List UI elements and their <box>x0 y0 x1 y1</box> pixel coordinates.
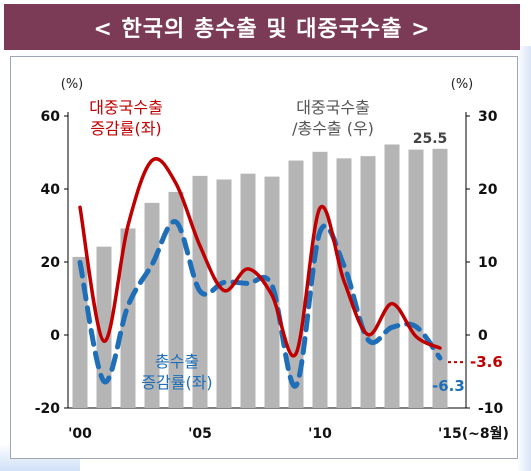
left-tick-label: 20 <box>41 255 61 271</box>
x-tick-label: '05 <box>188 426 212 442</box>
right-axis-unit: (%) <box>451 77 474 92</box>
left-axis-unit: (%) <box>61 77 84 92</box>
right-tick-label: 30 <box>478 109 498 125</box>
x-tick-label: '10 <box>308 426 332 442</box>
bar-2002 <box>120 228 136 408</box>
x-tick-label: '15(~8월) <box>438 425 509 442</box>
x-tick-label: '00 <box>68 426 92 442</box>
right-tick-label: 20 <box>478 182 498 198</box>
side-gradient <box>517 46 531 471</box>
bar-2000 <box>72 256 88 408</box>
bar-2007 <box>240 173 256 408</box>
left-tick-label: -20 <box>35 401 61 417</box>
total-export-end-label: -6.3 <box>432 377 465 395</box>
chart-title: < 한국의 총수출 및 대중국수출 > <box>93 17 431 42</box>
left-tick-label: 60 <box>41 109 61 125</box>
bar-2012 <box>360 156 376 408</box>
left-tick-label: 40 <box>41 182 61 198</box>
left-tick-label: 0 <box>50 328 60 344</box>
bar-2015 <box>432 148 448 408</box>
share-bar-series-label: 대중국수출/총수출 (우) <box>292 98 374 138</box>
right-tick-label: 0 <box>478 328 488 344</box>
bar-2006 <box>216 179 232 408</box>
china-export-end-label: -3.6 <box>470 353 503 371</box>
right-tick-label: -10 <box>478 401 504 417</box>
bar-2010 <box>312 151 328 408</box>
bar-2013 <box>384 144 400 408</box>
bar-2014 <box>408 149 424 408</box>
right-tick-label: 10 <box>478 255 498 271</box>
total-export-series-label: 총수출 증감률(좌) <box>141 352 212 392</box>
bar-end-label: 25.5 <box>413 131 448 147</box>
series-line-china-export-growth <box>78 157 442 358</box>
bar-2004 <box>168 191 184 408</box>
china-export-series-label: 대중국수출 증감률(좌) <box>89 98 163 138</box>
series-line-total-export-growth <box>77 219 443 389</box>
title-bar: < 한국의 총수출 및 대중국수출 > <box>4 4 520 50</box>
